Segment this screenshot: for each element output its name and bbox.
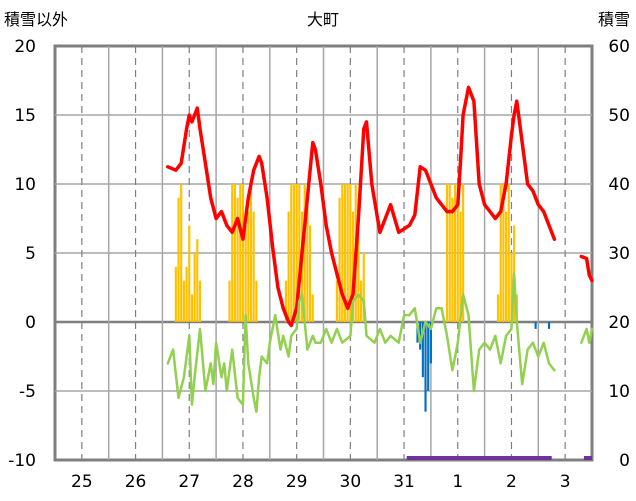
x-tick-label: 2	[506, 472, 517, 492]
sunshine-bar	[338, 197, 341, 322]
right-tick-label: 40	[608, 175, 630, 195]
x-tick-label: 25	[71, 472, 93, 492]
sunshine-bar	[290, 184, 293, 322]
precipitation-bar	[429, 322, 432, 364]
sunshine-bar	[298, 184, 301, 322]
temperature-tail-line	[580, 327, 594, 344]
sunshine-bar	[335, 280, 338, 322]
x-tick-label: 29	[286, 472, 308, 492]
sunshine-bar	[174, 266, 177, 322]
left-tick-label: 20	[14, 37, 36, 57]
x-tick-labels: 25 26 27 28 29 30 31 1 2 3	[71, 472, 571, 492]
left-tick-label: -10	[8, 451, 36, 471]
x-tick-label: 27	[178, 472, 200, 492]
sunshine-bar	[185, 266, 188, 322]
sunshine-bar	[284, 280, 287, 322]
sunshine-bar	[177, 197, 180, 322]
sunshine-bar	[255, 280, 258, 322]
right-tick-label: 10	[608, 382, 630, 402]
x-tick-label: 3	[560, 472, 571, 492]
sunshine-bar	[505, 211, 508, 322]
sunshine-bar	[241, 184, 245, 322]
precipitation-bar	[547, 322, 551, 329]
sunshine-bar	[193, 253, 196, 322]
left-tick-label: 5	[25, 244, 36, 264]
sunshine-bar	[198, 280, 202, 322]
x-tick-label: 31	[393, 472, 415, 492]
right-tick-labels: 60 50 40 30 20 10 0	[608, 37, 630, 471]
right-tick-label: 50	[608, 106, 630, 126]
sunshine-bar	[252, 211, 255, 322]
precipitation-bar	[427, 322, 430, 391]
sunshine-bar	[507, 184, 510, 322]
sunshine-bar	[357, 197, 360, 322]
missing-data-bar	[583, 456, 592, 460]
sunshine-bar	[448, 184, 451, 322]
bar-layer	[174, 184, 592, 460]
sunshine-bar	[236, 197, 239, 322]
sunshine-bar	[451, 197, 454, 322]
sunshine-bar	[351, 211, 355, 322]
sunshine-bar	[362, 253, 365, 322]
sunshine-bar	[249, 184, 253, 322]
temperature-line	[166, 272, 556, 413]
snow-depth_tail-line	[579, 254, 594, 283]
sunshine-bar	[341, 184, 344, 322]
left-tick-label: 15	[14, 106, 36, 126]
sunshine-bar	[502, 184, 505, 322]
right-axis-label: 積雪	[598, 10, 630, 29]
sunshine-bar	[499, 184, 502, 322]
sunshine-bar	[295, 184, 298, 322]
sunshine-bar	[459, 211, 462, 322]
sunshine-bar	[292, 184, 296, 322]
left-tick-label: 10	[14, 175, 36, 195]
sunshine-bar	[247, 211, 250, 322]
sunshine-bar	[309, 225, 312, 322]
left-tick-label: -5	[19, 382, 36, 402]
x-tick-label: 1	[452, 472, 463, 492]
left-axis-label: 積雪以外	[4, 10, 68, 29]
sunshine-bar	[306, 197, 309, 322]
precipitation-bar	[421, 322, 424, 378]
chart-title: 大町	[307, 10, 339, 29]
sunshine-bar	[456, 184, 459, 322]
left-tick-labels: 20 15 10 5 0 -5 -10	[8, 37, 36, 471]
right-tick-label: 30	[608, 244, 630, 264]
line-layer	[166, 85, 594, 413]
sunshine-bar	[196, 239, 199, 322]
sunshine-bar	[180, 184, 183, 322]
sunshine-bar	[228, 280, 231, 322]
missing-data-bar	[406, 456, 552, 460]
right-tick-label: 60	[608, 37, 630, 57]
x-tick-label: 28	[232, 472, 254, 492]
sunshine-bar	[303, 184, 306, 322]
sunshine-bar	[287, 211, 290, 322]
precipitation-bar	[534, 322, 537, 329]
sunshine-bar	[231, 184, 234, 322]
sunshine-bar	[445, 184, 449, 322]
precipitation-bar	[424, 322, 427, 412]
sunshine-bar	[233, 184, 236, 322]
sunshine-bar	[462, 184, 465, 322]
sunshine-bar	[188, 225, 191, 322]
sunshine-bar	[182, 280, 185, 322]
snow-depth-line	[166, 85, 557, 328]
left-tick-label: 0	[25, 313, 36, 333]
right-tick-label: 0	[619, 451, 630, 471]
sunshine-bar	[311, 294, 314, 322]
sunshine-bar	[346, 184, 349, 322]
sunshine-bar	[496, 294, 500, 322]
x-tick-label: 30	[340, 472, 362, 492]
right-tick-label: 20	[608, 313, 630, 333]
sunshine-bar	[453, 184, 457, 322]
sunshine-bar	[510, 253, 513, 322]
sunshine-bar	[244, 225, 247, 322]
sunshine-bar	[349, 184, 352, 322]
sunshine-bar	[343, 184, 347, 322]
sunshine-bar	[360, 280, 363, 322]
sunshine-bar	[190, 294, 194, 322]
sunshine-bar	[239, 184, 242, 322]
x-tick-label: 26	[125, 472, 147, 492]
